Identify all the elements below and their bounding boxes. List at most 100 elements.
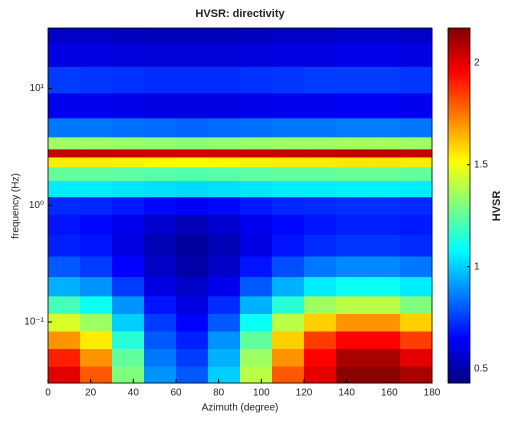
colorbar-segment — [448, 199, 470, 204]
heatmap-cell — [368, 196, 401, 215]
heatmap-cell — [240, 295, 273, 314]
heatmap-cell — [400, 234, 433, 257]
x-tick-label: 40 — [128, 388, 140, 399]
heatmap-cell — [144, 366, 177, 384]
colorbar-tick-label: 2 — [474, 57, 480, 68]
heatmap-cell — [272, 313, 305, 332]
heatmap-cell — [48, 331, 81, 350]
colorbar-segment — [448, 320, 470, 325]
heatmap-cell — [240, 92, 273, 119]
colorbar-segment — [448, 344, 470, 348]
heatmap-cell — [144, 156, 177, 168]
heatmap-cell — [80, 156, 113, 168]
heatmap-cell — [400, 214, 433, 236]
heatmap-cell — [304, 313, 337, 332]
colorbar-segment — [448, 309, 470, 313]
heatmap-cell — [208, 28, 241, 44]
heatmap-cell — [368, 43, 401, 67]
heatmap-cell — [176, 117, 209, 138]
heatmap-cell — [368, 234, 401, 257]
heatmap-cell — [80, 136, 113, 150]
colorbar-segment — [448, 161, 470, 165]
heatmap-cell — [112, 28, 145, 44]
heatmap-cell — [176, 43, 209, 67]
heatmap-cell — [400, 313, 433, 332]
heatmap-cell — [240, 276, 273, 297]
colorbar-segment — [448, 365, 470, 369]
heatmap-cell — [144, 117, 177, 138]
y-tick-label: 10⁰ — [29, 200, 44, 211]
heatmap-cell — [80, 117, 113, 138]
heatmap-cell — [368, 117, 401, 138]
heatmap-cell — [208, 256, 241, 278]
heatmap-cell — [48, 295, 81, 314]
heatmap-cell — [80, 256, 113, 278]
heatmap-cell — [176, 166, 209, 181]
heatmap-cell — [112, 148, 145, 158]
heatmap-cell — [368, 136, 401, 150]
heatmap-cell — [336, 313, 369, 332]
colorbar-segment — [448, 377, 470, 381]
colorbar-segment — [448, 214, 470, 218]
heatmap-cell — [304, 276, 337, 297]
heatmap-cell — [336, 156, 369, 168]
colorbar-segment — [448, 45, 470, 50]
heatmap-cell — [240, 136, 273, 150]
heatmap-cell — [208, 92, 241, 119]
heatmap-cell — [240, 331, 273, 350]
heatmap-cell — [112, 348, 145, 367]
heatmap-cell — [272, 276, 305, 297]
heatmap-cell — [112, 366, 145, 384]
heatmap-cell — [336, 180, 369, 198]
heatmap-cell — [112, 156, 145, 168]
heatmap-cell — [368, 166, 401, 181]
colorbar-segment — [448, 229, 470, 233]
heatmap-cell — [144, 295, 177, 314]
heatmap-cell — [48, 43, 81, 67]
colorbar-tick-label: 1.5 — [474, 159, 488, 170]
colorbar-segment — [448, 175, 470, 180]
heatmap-cell — [208, 295, 241, 314]
heatmap-cell — [112, 117, 145, 138]
colorbar-segment — [448, 110, 470, 115]
heatmap-cell — [240, 180, 273, 198]
heatmap-cell — [48, 313, 81, 332]
heatmap-cell — [368, 180, 401, 198]
colorbar-segment — [448, 232, 470, 236]
heatmap-cell — [336, 276, 369, 297]
heatmap-cell — [176, 348, 209, 367]
heatmap-cell — [80, 148, 113, 158]
heatmap-cell — [144, 136, 177, 150]
colorbar-segment — [448, 54, 470, 59]
x-tick-label: 140 — [338, 388, 355, 399]
heatmap-cell — [208, 196, 241, 215]
heatmap-cell — [240, 313, 273, 332]
heatmap-cell — [272, 234, 305, 257]
heatmap-cell — [240, 117, 273, 138]
heatmap-cell — [208, 66, 241, 94]
heatmap-cell — [208, 180, 241, 198]
colorbar-segment — [448, 252, 470, 257]
heatmap-cell — [368, 256, 401, 278]
heatmap-cell — [272, 136, 305, 150]
x-tick-label: 60 — [170, 388, 182, 399]
x-tick-label: 80 — [213, 388, 225, 399]
heatmap-cell — [48, 148, 81, 158]
heatmap-cell — [368, 295, 401, 314]
colorbar-segment — [448, 359, 470, 363]
heatmap-cell — [304, 92, 337, 119]
heatmap-cell — [400, 366, 433, 384]
heatmap-cell — [240, 256, 273, 278]
heatmap-cell — [144, 214, 177, 236]
heatmap-cell — [272, 366, 305, 384]
colorbar-segment — [448, 48, 470, 53]
colorbar-segment — [448, 137, 470, 141]
heatmap-cell — [80, 180, 113, 198]
heatmap-cell — [336, 295, 369, 314]
heatmap-cell — [176, 66, 209, 94]
colorbar-segment — [448, 158, 470, 162]
heatmap-cell — [112, 180, 145, 198]
heatmap-cell — [240, 366, 273, 384]
x-tick-label: 120 — [296, 388, 313, 399]
heatmap-cell — [304, 295, 337, 314]
